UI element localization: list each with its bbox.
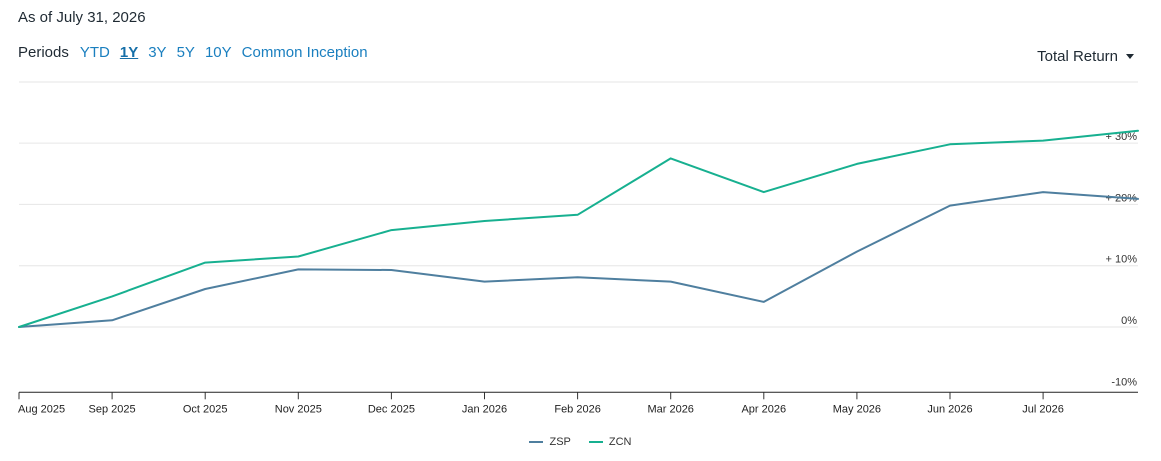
y-tick-label: -10%	[1111, 376, 1137, 388]
x-tick-label: Sep 2025	[89, 403, 136, 415]
legend-swatch	[529, 441, 544, 443]
period-5y[interactable]: 5Y	[176, 44, 195, 61]
x-tick-label: Jan 2026	[462, 403, 507, 415]
x-tick-label: May 2026	[833, 403, 881, 415]
as-of-date: As of July 31, 2026	[18, 9, 146, 26]
x-tick-label: Dec 2025	[368, 403, 415, 415]
legend-item-zcn[interactable]: ZCN	[588, 436, 632, 448]
legend-label: ZCN	[608, 436, 632, 448]
y-tick-label: 0%	[1121, 315, 1137, 327]
legend-swatch	[588, 441, 603, 443]
period-10y[interactable]: 10Y	[204, 44, 232, 61]
legend-label: ZSP	[549, 436, 571, 448]
metric-dropdown-label: Total Return	[1037, 48, 1118, 65]
period-3y[interactable]: 3Y	[148, 44, 167, 61]
x-tick-label: Aug 2025	[18, 403, 65, 415]
periods-label: Periods	[18, 44, 69, 61]
metric-dropdown[interactable]: Total Return	[1037, 48, 1134, 65]
x-tick-label: Jun 2026	[927, 403, 972, 415]
period-1y[interactable]: 1Y	[119, 44, 139, 61]
x-tick-label: Mar 2026	[647, 403, 693, 415]
x-tick-label: Jul 2026	[1022, 403, 1064, 415]
x-tick-label: Feb 2026	[554, 403, 600, 415]
period-common-inception[interactable]: Common Inception	[241, 44, 368, 61]
series-line-zcn	[18, 129, 1139, 328]
x-tick-label: Apr 2026	[741, 403, 786, 415]
chevron-down-icon	[1126, 54, 1134, 59]
x-tick-label: Nov 2025	[275, 403, 322, 415]
series-line-zsp	[18, 191, 1139, 328]
period-ytd[interactable]: YTD	[79, 44, 110, 61]
period-selector: Periods YTD 1Y 3Y 5Y 10Y Common Inceptio…	[18, 44, 378, 61]
legend-item-zsp[interactable]: ZSP	[529, 436, 571, 448]
x-tick-label: Oct 2025	[183, 403, 228, 415]
chart-legend: ZSP ZCN	[0, 436, 1161, 448]
y-tick-label: + 10%	[1106, 254, 1138, 266]
